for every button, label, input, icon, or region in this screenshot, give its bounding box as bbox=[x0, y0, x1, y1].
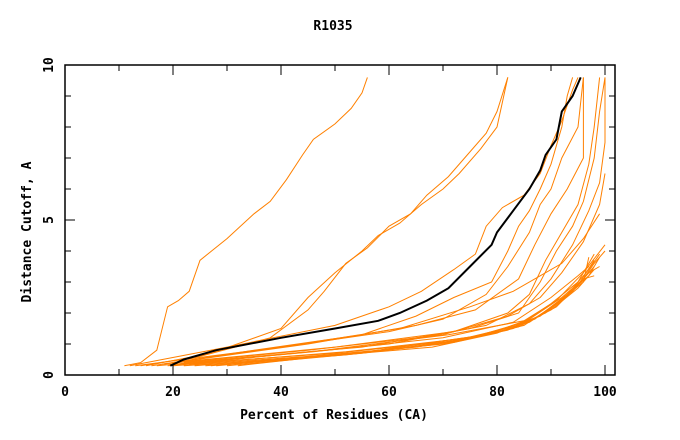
y-tick-label: 0 bbox=[42, 371, 57, 379]
model-series-line bbox=[172, 77, 584, 364]
model-series-line bbox=[140, 77, 509, 367]
x-tick-label: 40 bbox=[273, 385, 289, 400]
x-axis-label: Percent of Residues (CA) bbox=[240, 408, 428, 423]
model-series-line bbox=[172, 77, 601, 364]
chart-title: R1035 bbox=[313, 19, 352, 34]
model-series-line bbox=[124, 77, 368, 367]
model-series-line bbox=[162, 173, 606, 365]
x-tick-label: 80 bbox=[489, 385, 505, 400]
series-layer bbox=[124, 77, 606, 367]
y-tick-label: 5 bbox=[42, 216, 57, 224]
model-series-line bbox=[226, 257, 590, 367]
model-series-line bbox=[199, 77, 606, 364]
model-series-line bbox=[172, 250, 606, 367]
model-series-line bbox=[183, 77, 606, 364]
tick-layer bbox=[64, 64, 615, 376]
model-series-line bbox=[237, 266, 595, 367]
model-series-line bbox=[167, 244, 606, 367]
y-tick-label: 10 bbox=[42, 57, 57, 73]
x-tick-label: 60 bbox=[381, 385, 397, 400]
y-axis-label: Distance Cutoff, A bbox=[20, 161, 35, 302]
x-tick-label: 0 bbox=[61, 385, 69, 400]
x-tick-label: 100 bbox=[593, 385, 617, 400]
model-series-line bbox=[145, 77, 509, 367]
highlight-series-line bbox=[169, 77, 582, 367]
model-series-line bbox=[162, 77, 574, 365]
x-tick-label: 20 bbox=[165, 385, 181, 400]
model-series-line bbox=[135, 213, 601, 367]
